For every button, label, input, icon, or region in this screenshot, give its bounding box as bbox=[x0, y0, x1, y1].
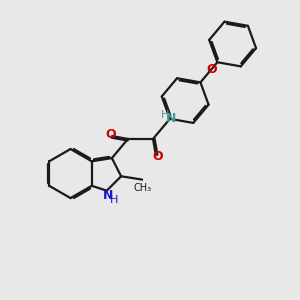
Text: N: N bbox=[166, 112, 177, 125]
Text: H: H bbox=[161, 110, 170, 120]
Text: O: O bbox=[153, 150, 164, 163]
Text: O: O bbox=[206, 63, 217, 76]
Text: O: O bbox=[105, 128, 116, 141]
Text: H: H bbox=[110, 195, 118, 205]
Text: N: N bbox=[103, 190, 113, 202]
Text: CH₃: CH₃ bbox=[133, 183, 151, 193]
